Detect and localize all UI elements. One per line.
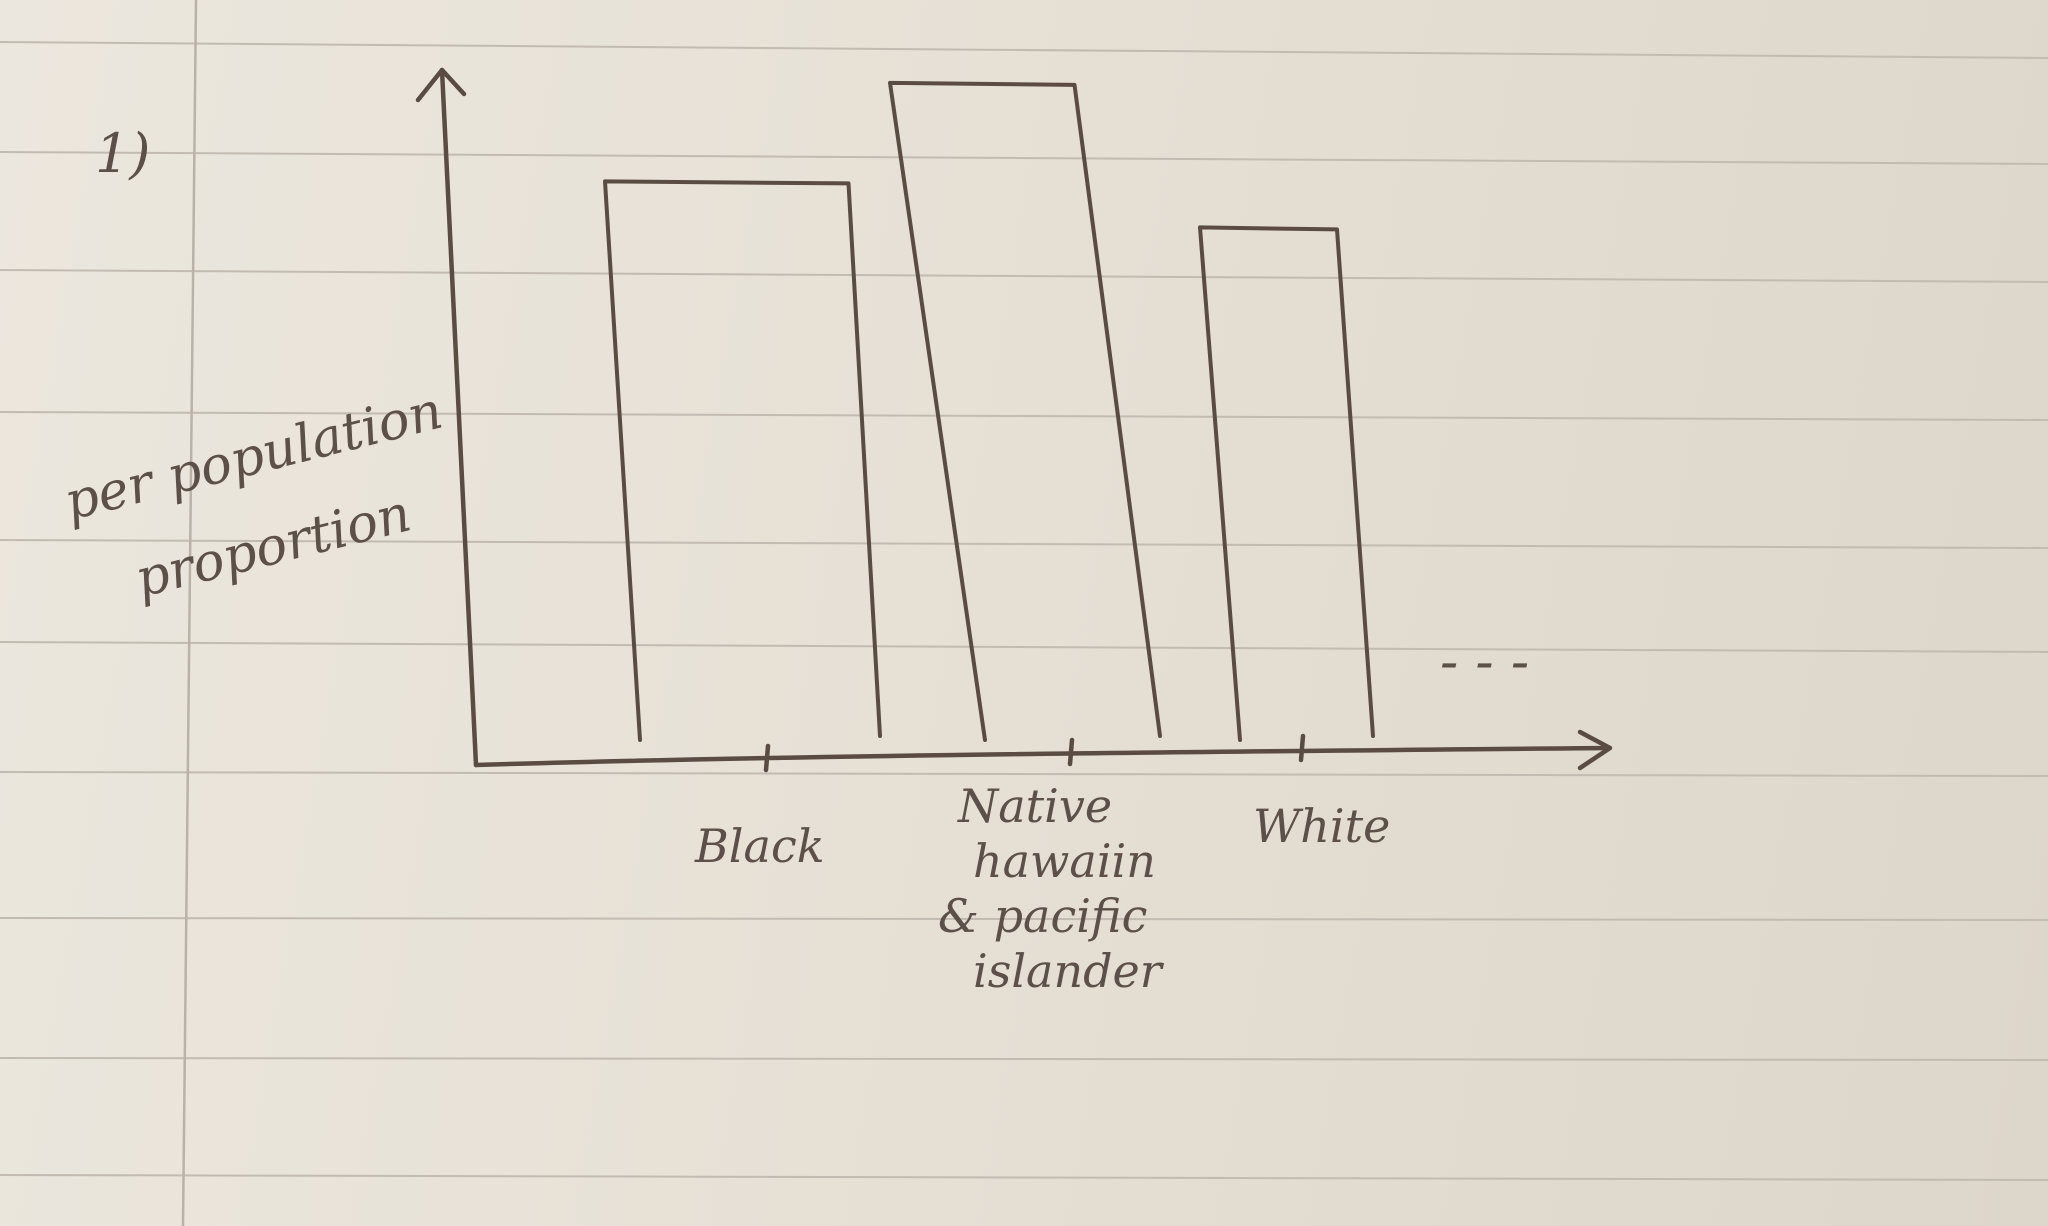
x-tick: [1298, 733, 1306, 763]
bar-2: [888, 80, 1162, 742]
bars: [603, 80, 1375, 742]
x-axis-arrowhead: [1577, 729, 1613, 771]
x-tick: [1067, 737, 1075, 767]
x-tick-label: islander: [973, 944, 1165, 998]
x-tick-label: Black: [694, 819, 825, 873]
bar-3: [1198, 225, 1375, 742]
x-tick-label: hawaiin: [973, 834, 1156, 888]
x-tick-label: White: [1253, 799, 1390, 853]
bar-1: [603, 179, 882, 742]
ruled-lines: [0, 41, 2048, 1181]
y-axis-line: [439, 67, 479, 768]
x-tick: [763, 743, 771, 773]
axes: [415, 67, 1613, 773]
x-tick-label: & pacific: [938, 889, 1147, 943]
x-axis-line: [473, 745, 1608, 768]
margin-line: [181, 0, 198, 1226]
page-number: 1): [95, 122, 150, 185]
x-tick-label: Native: [957, 779, 1112, 833]
continuation-marks: - - -: [1440, 630, 1529, 693]
y-axis-arrowhead: [415, 67, 467, 103]
y-axis-title: per population proportion: [59, 381, 449, 610]
